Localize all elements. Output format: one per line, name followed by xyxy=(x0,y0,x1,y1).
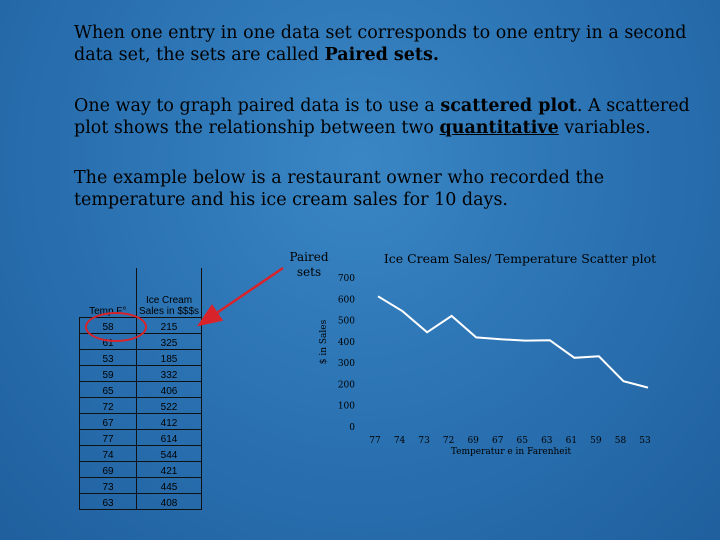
x-tick-label: 59 xyxy=(590,436,602,446)
table-row: 53 185 xyxy=(79,349,202,366)
chart-title: Ice Cream Sales/ Temperature Scatter plo… xyxy=(384,251,656,266)
paired-sets-label: Paired sets xyxy=(289,250,329,279)
table-row: 69 421 xyxy=(79,461,202,478)
highlight-circle xyxy=(85,312,147,342)
x-tick-label: 63 xyxy=(541,436,553,446)
y-tick-label: 0 xyxy=(349,423,355,433)
y-tick-label: 400 xyxy=(338,338,355,348)
scatter-text-c: variables. xyxy=(558,118,651,138)
x-tick-label: 61 xyxy=(566,436,577,446)
example-paragraph: The example below is a restaurant owner … xyxy=(74,168,605,210)
table-row: 72 522 xyxy=(79,397,202,414)
intro-text: When one entry in one data set correspon… xyxy=(74,23,687,65)
table-row: 74 544 xyxy=(79,445,202,462)
sales-cell: 544 xyxy=(136,445,202,462)
x-tick-label: 72 xyxy=(443,436,454,446)
y-tick-label: 500 xyxy=(338,317,355,327)
x-tick-label: 69 xyxy=(467,436,479,446)
red-arrow xyxy=(196,266,284,327)
x-axis-label: Temperatur e in Farenheit xyxy=(451,447,572,457)
x-tick-label: 53 xyxy=(639,436,651,446)
x-tick-label: 74 xyxy=(394,436,406,446)
y-tick-label: 700 xyxy=(338,274,355,284)
sales-cell: 408 xyxy=(136,493,202,510)
quantitative-term: quantitative xyxy=(439,118,559,138)
y-tick-label: 100 xyxy=(338,402,355,412)
table-row: 77 614 xyxy=(79,429,202,446)
x-tick-label: 65 xyxy=(517,436,529,446)
scatter-text-a: One way to graph paired data is to use a xyxy=(74,96,441,116)
x-tick-label: 58 xyxy=(615,436,627,446)
table-row: 63 408 xyxy=(79,493,202,510)
series-line xyxy=(377,295,649,389)
scattered-plot-term: scattered plot xyxy=(440,96,577,116)
y-axis-label: $ in Sales xyxy=(319,319,329,364)
y-tick-label: 200 xyxy=(338,380,355,390)
table-row: 59 332 xyxy=(79,365,202,382)
intro-paragraph: When one entry in one data set correspon… xyxy=(74,22,694,66)
x-tick-label: 77 xyxy=(369,436,381,446)
y-tick-label: 600 xyxy=(338,295,355,305)
y-tick-label: 300 xyxy=(338,359,355,369)
scatter-plot-paragraph: One way to graph paired data is to use a… xyxy=(74,95,694,139)
x-tick-label: 73 xyxy=(418,436,430,446)
scatter-text-b: . A scattered plot shows the relationshi… xyxy=(74,96,690,138)
paired-sets-term: Paired sets. xyxy=(324,45,439,65)
x-tick-label: 67 xyxy=(492,436,504,446)
